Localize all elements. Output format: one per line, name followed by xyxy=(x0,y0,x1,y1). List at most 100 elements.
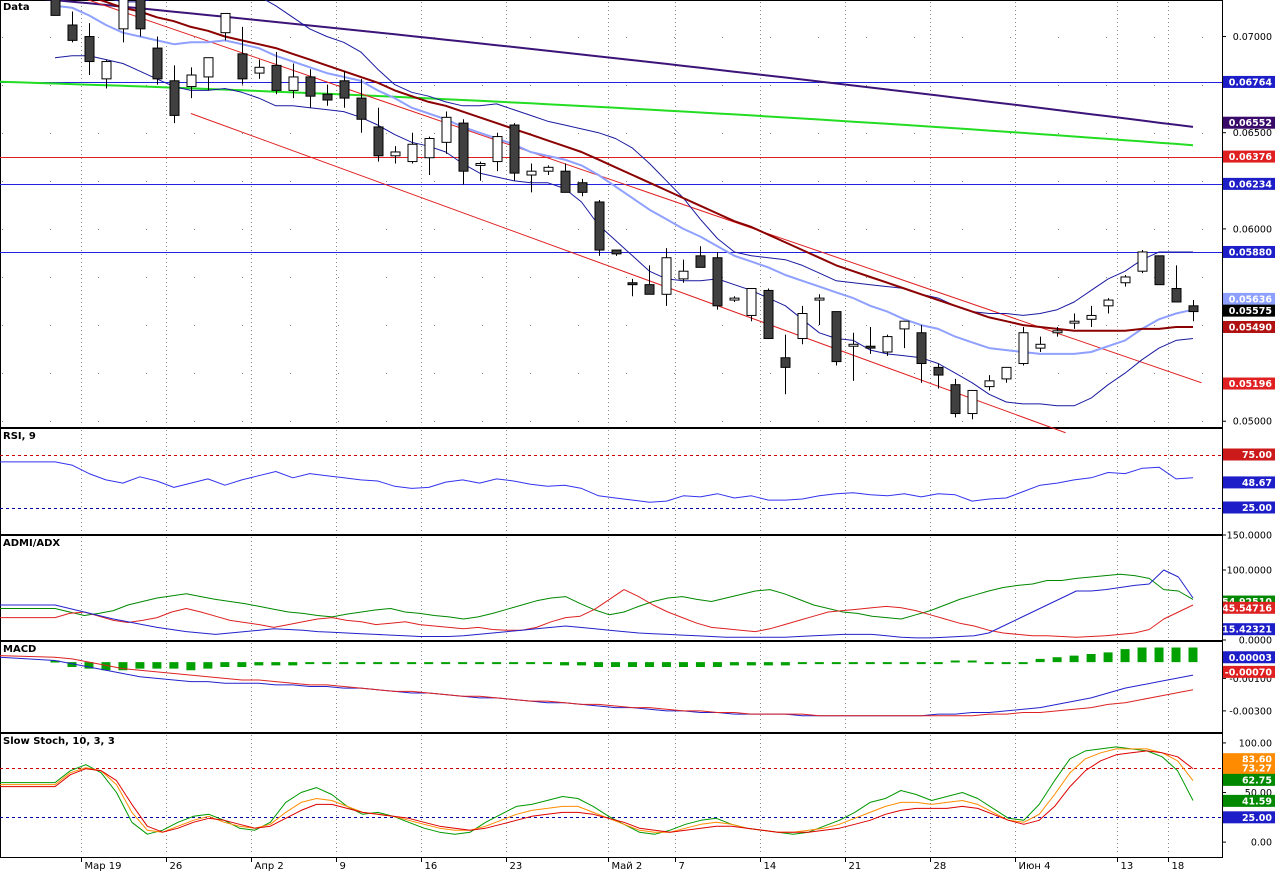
macd-histogram-bar xyxy=(492,662,502,665)
macd-histogram-bar xyxy=(865,662,875,665)
adx-tick-label: 150.0000 xyxy=(1227,531,1272,542)
macd-histogram-bar xyxy=(118,662,128,671)
candle-body xyxy=(203,57,214,78)
macd-histogram-bar xyxy=(644,662,654,667)
adx-value-tag: 15.42321 xyxy=(1222,623,1275,636)
admi-adx-pane: ADMI/ADX150.0000100.00000.000054.9251045… xyxy=(0,531,1275,647)
candle-body xyxy=(865,345,876,349)
candle xyxy=(560,163,571,193)
candle xyxy=(237,26,248,85)
tag-background xyxy=(1223,116,1275,129)
macd-histogram-bar xyxy=(288,662,298,666)
macd-histogram-bar xyxy=(814,662,824,665)
tag-background xyxy=(1223,762,1275,775)
candle-body xyxy=(1086,314,1097,320)
price-tag: 0.05636 xyxy=(1223,292,1275,305)
candle xyxy=(933,363,944,389)
candle-body xyxy=(848,343,859,347)
candle xyxy=(407,132,418,164)
tag-background xyxy=(1223,304,1275,317)
candle xyxy=(746,288,757,322)
candle xyxy=(305,69,316,108)
candle xyxy=(695,246,706,268)
macd-histogram-bar xyxy=(543,662,553,665)
price-tag: 0.06234 xyxy=(1223,177,1275,190)
pane-label: MACD xyxy=(3,644,36,655)
macd-histogram-bar xyxy=(984,662,994,665)
macd-histogram-bar xyxy=(475,662,485,665)
macd-value-tag: -0.00070 xyxy=(1223,665,1275,678)
candle xyxy=(118,0,129,43)
rsi-level-tag: 75.00 xyxy=(1223,448,1275,461)
candle xyxy=(916,325,927,383)
candle xyxy=(322,84,333,106)
candle xyxy=(271,51,282,95)
macd-histogram-bar xyxy=(271,662,281,666)
tag-label: 48.67 xyxy=(1242,478,1272,489)
rsi-pane: RSI, 9 75.00 25.00 48.67 xyxy=(0,431,1275,514)
macd-histogram-bar xyxy=(50,660,60,663)
tag-background xyxy=(1223,448,1275,461)
macd-histogram-bar xyxy=(1069,655,1079,663)
macd-histogram-bar xyxy=(1171,647,1181,663)
candle xyxy=(84,23,95,76)
tag-background xyxy=(1223,811,1275,824)
candle-body xyxy=(763,289,774,340)
candle xyxy=(152,36,163,85)
candle-body xyxy=(967,389,978,415)
date-label: Мар 19 xyxy=(85,861,122,872)
candle xyxy=(1154,255,1165,286)
pane-label: ADMI/ADX xyxy=(3,538,60,549)
macd-histogram-bar xyxy=(84,662,94,669)
price-pane-label: Data xyxy=(3,2,30,13)
candle xyxy=(203,57,214,91)
price-tag: 0.06764 xyxy=(1223,75,1275,88)
indicator-line xyxy=(0,461,1194,503)
candle xyxy=(729,296,740,302)
candle-body xyxy=(882,336,893,353)
tag-label: 73.27 xyxy=(1242,764,1272,775)
candle-body xyxy=(831,311,842,363)
candle-body xyxy=(627,282,638,286)
tag-background xyxy=(1223,651,1275,664)
candle xyxy=(135,0,146,37)
macd-histogram-bar xyxy=(1052,657,1062,663)
candle xyxy=(186,67,197,99)
candle-body xyxy=(237,53,248,80)
macd-histogram-bar xyxy=(1035,658,1045,663)
candle xyxy=(1137,250,1148,274)
candle-body xyxy=(712,257,723,307)
macd-histogram-bar xyxy=(899,662,909,665)
trendline xyxy=(190,113,1066,434)
tag-label: 0.06234 xyxy=(1229,179,1273,190)
macd-histogram-bar xyxy=(831,662,841,665)
tag-background xyxy=(1223,320,1275,333)
candle-body xyxy=(135,0,146,30)
candle-body xyxy=(661,257,672,295)
candle-body xyxy=(695,255,706,268)
tag-background xyxy=(1223,501,1275,514)
candle xyxy=(543,165,554,176)
macd-histogram-bar xyxy=(526,662,536,665)
macd-histogram-bar xyxy=(560,662,570,666)
candle-body xyxy=(814,297,825,301)
indicator-line xyxy=(0,589,1194,638)
candle xyxy=(831,311,842,366)
macd-histogram-bar xyxy=(627,662,637,667)
candle-body xyxy=(373,126,384,157)
macd-histogram-bar xyxy=(797,662,807,665)
indicator-line xyxy=(0,748,1194,833)
tag-background xyxy=(1223,773,1275,786)
bollinger-lower xyxy=(54,55,1194,407)
macd-histogram-bar xyxy=(661,662,671,667)
candle xyxy=(1188,300,1199,322)
date-label: 13 xyxy=(1121,861,1134,872)
candle-body xyxy=(1171,288,1182,303)
moving-average-red xyxy=(97,0,1193,332)
tag-label: 0.06764 xyxy=(1229,77,1273,88)
tag-label: 0.05880 xyxy=(1229,247,1273,258)
candle-body xyxy=(1154,255,1165,286)
tag-background xyxy=(1223,377,1275,390)
candle xyxy=(712,251,723,310)
